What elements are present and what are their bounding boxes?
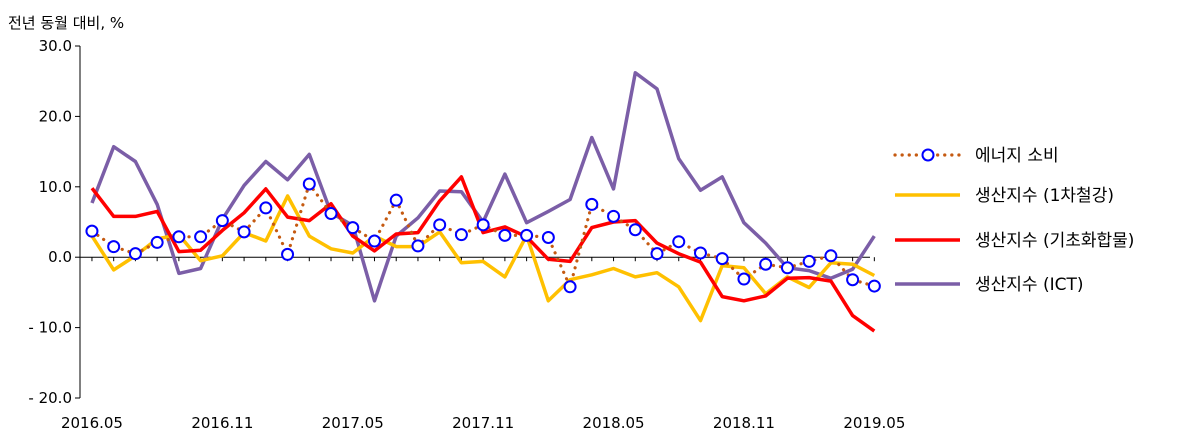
series-line-3 <box>90 71 876 303</box>
y-tick-label: 20.0 <box>39 107 72 125</box>
data-point-energy <box>802 254 816 268</box>
x-tick-labels: 2016.05 2016.11 2017.05 2017.11 2018.05 2018.… <box>61 414 905 432</box>
data-point-energy <box>650 247 664 261</box>
y-tick-label: 30.0 <box>39 37 72 55</box>
data-point-energy <box>585 197 599 211</box>
data-point-energy <box>259 201 273 215</box>
x-tick-label: 2016.11 <box>191 414 253 432</box>
legend-label: 생산지수 (기초화합물) <box>975 231 1134 251</box>
data-point-energy <box>215 214 229 228</box>
data-point-energy <box>498 228 512 242</box>
y-tick-labels: 30.0 20.0 10.0 0.0 - 10.0 - 20.0 <box>28 37 72 407</box>
data-point-energy <box>693 246 707 260</box>
data-point-energy <box>389 193 403 207</box>
data-point-energy <box>411 239 425 253</box>
data-point-energy <box>324 207 338 221</box>
data-point-energy <box>237 225 251 239</box>
data-point-energy <box>628 223 642 237</box>
axes <box>75 45 875 399</box>
data-point-energy <box>454 228 468 242</box>
data-point-energy <box>150 235 164 249</box>
data-point-energy <box>172 230 186 244</box>
legend-swatch-marker <box>921 148 935 162</box>
data-point-energy <box>346 221 360 235</box>
y-axis-unit-label: 전년 동월 대비, % <box>8 14 124 32</box>
data-point-energy <box>85 224 99 238</box>
data-point-energy <box>476 218 490 232</box>
legend-label: 생산지수 (ICT) <box>975 275 1084 295</box>
series-line-2 <box>90 175 876 333</box>
data-point-energy <box>780 261 794 275</box>
legend-label: 생산지수 (1차철강) <box>975 186 1114 206</box>
x-tick-label: 2018.05 <box>583 414 645 432</box>
x-tick-label: 2018.11 <box>713 414 775 432</box>
data-point-energy <box>541 230 555 244</box>
data-point-energy <box>107 240 121 254</box>
y-tick-label: 0.0 <box>48 248 72 266</box>
series-group <box>85 71 881 333</box>
data-point-energy <box>737 272 751 286</box>
data-point-energy <box>672 235 686 249</box>
data-point-energy <box>281 247 295 261</box>
x-tick-label: 2016.05 <box>61 414 123 432</box>
data-point-energy <box>846 273 860 287</box>
data-point-energy <box>607 209 621 223</box>
x-tick-label: 2019.05 <box>843 414 905 432</box>
data-point-energy <box>867 279 881 293</box>
series-line-1 <box>90 194 876 323</box>
data-point-energy <box>128 247 142 261</box>
y-tick-label: - 10.0 <box>28 319 72 337</box>
data-point-energy <box>433 218 447 232</box>
legend-label: 에너지 소비 <box>975 146 1059 166</box>
data-point-energy <box>715 252 729 266</box>
x-tick-label: 2017.11 <box>452 414 514 432</box>
data-point-energy <box>824 249 838 263</box>
data-point-energy <box>520 228 534 242</box>
data-point-energy <box>563 280 577 294</box>
y-tick-label: - 20.0 <box>28 389 72 407</box>
data-point-energy <box>194 230 208 244</box>
data-point-energy <box>367 234 381 248</box>
x-tick-label: 2017.05 <box>322 414 384 432</box>
data-point-energy <box>302 177 316 191</box>
data-point-energy <box>759 257 773 271</box>
y-tick-label: 10.0 <box>39 178 72 196</box>
